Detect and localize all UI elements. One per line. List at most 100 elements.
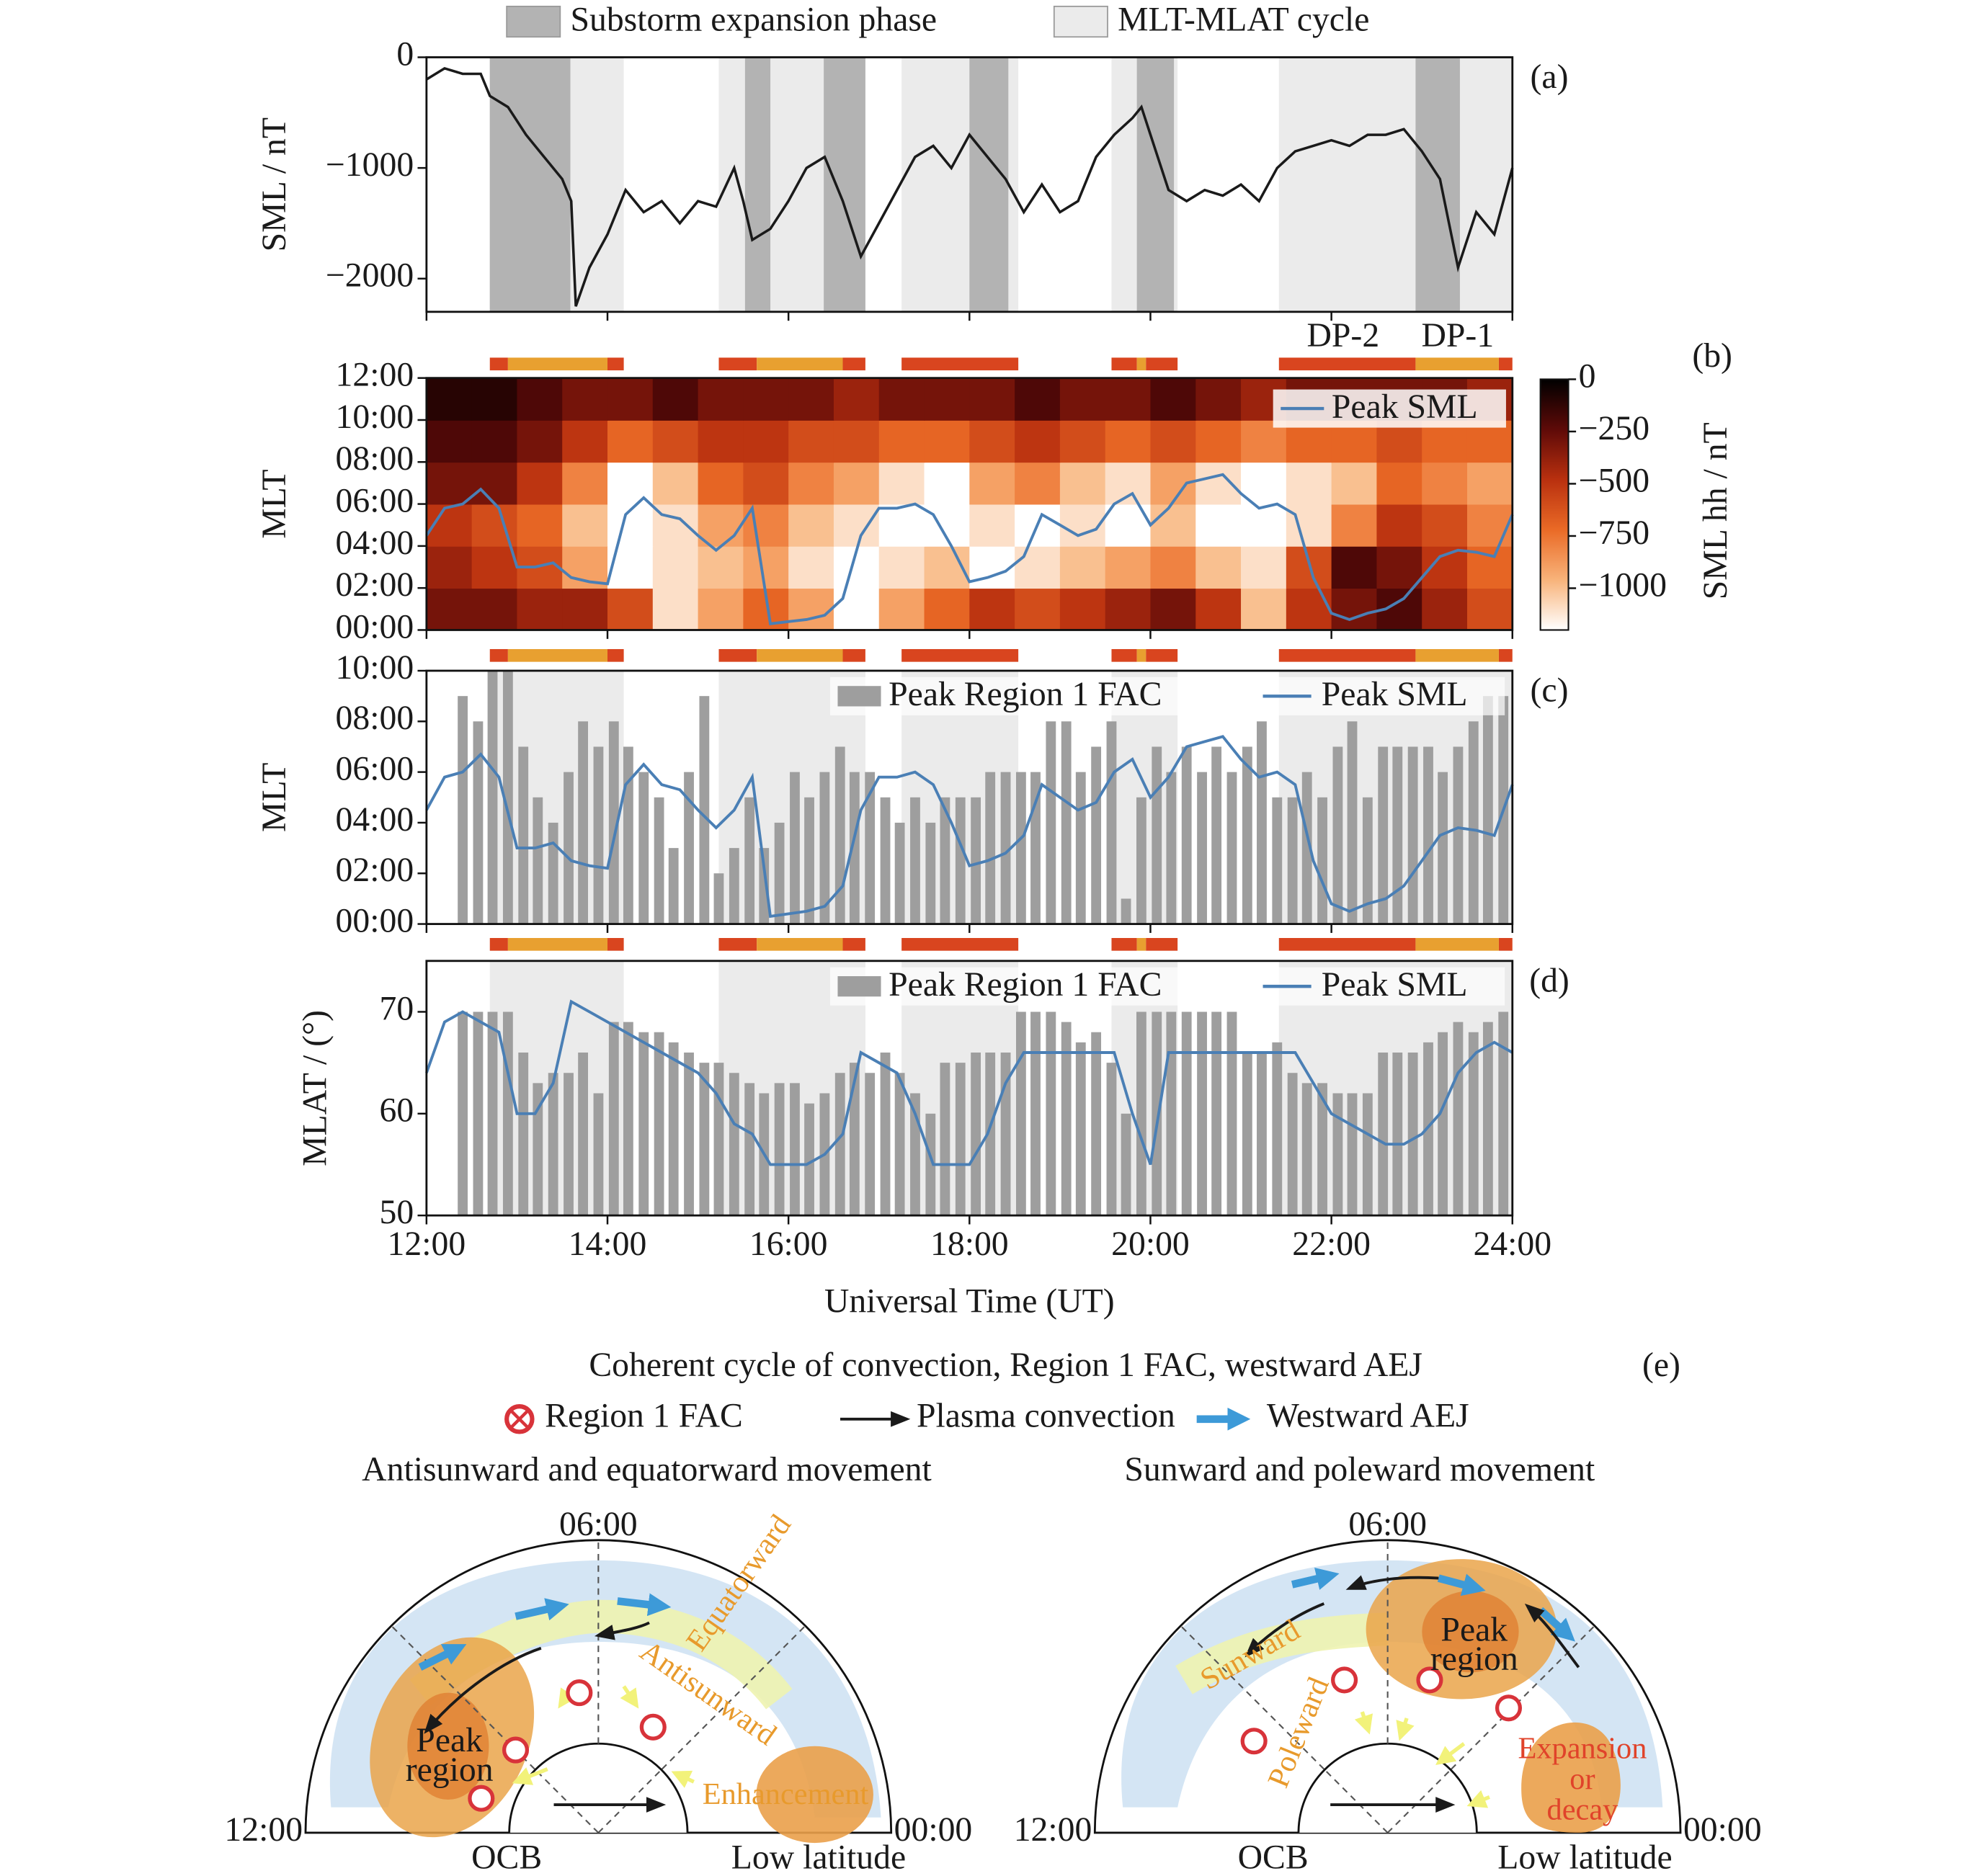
colorbar-tick-label: −500 xyxy=(1579,462,1649,499)
panel-label: (b) xyxy=(1692,337,1732,375)
shade xyxy=(744,57,771,312)
bar xyxy=(1046,1011,1056,1216)
bar xyxy=(1075,1042,1086,1216)
bar xyxy=(668,848,679,924)
legend-box xyxy=(829,967,1505,1006)
dp-bar xyxy=(1498,648,1513,662)
dp-bar xyxy=(901,648,1019,662)
bar xyxy=(1197,772,1207,924)
heat-cell xyxy=(698,378,744,421)
y-tick-label: 10:00 xyxy=(336,398,414,436)
heat-cell xyxy=(1241,462,1287,505)
heat-cell xyxy=(833,588,880,631)
heat-cell xyxy=(1059,545,1106,589)
bar xyxy=(1453,1022,1464,1216)
heat-cell xyxy=(1059,462,1106,505)
x-axis-title: Universal Time (UT) xyxy=(824,1283,1115,1321)
heat-cell xyxy=(1105,588,1152,631)
bar xyxy=(1347,721,1358,924)
panel-label: (d) xyxy=(1529,962,1569,1000)
heat-cell xyxy=(1150,419,1197,463)
bar xyxy=(880,797,891,924)
bar xyxy=(487,1011,498,1216)
bar xyxy=(1301,1083,1312,1216)
dp-bar xyxy=(507,648,608,662)
dp-bar xyxy=(1498,938,1513,951)
heat-cell xyxy=(1422,504,1468,547)
bar xyxy=(1498,1011,1509,1216)
bar xyxy=(1166,1011,1177,1216)
diagram: Coherent cycle of convection, Region 1 F… xyxy=(224,1346,1761,1876)
heat-cell xyxy=(833,504,880,547)
bar xyxy=(849,772,860,924)
heat-cell xyxy=(833,462,880,505)
heat-cell xyxy=(1105,419,1152,463)
bar xyxy=(1152,746,1162,924)
bar xyxy=(1106,1063,1117,1216)
dp-bar xyxy=(757,648,843,662)
dial-label: OCB xyxy=(1238,1839,1309,1876)
charts: 0 −1000 −2000 SML / nT (a) Substorm expansion… xyxy=(256,1,1735,1321)
bar xyxy=(502,1011,513,1216)
bar xyxy=(729,848,739,924)
colorbar-tick-label: −250 xyxy=(1579,410,1649,447)
heat-cell xyxy=(698,545,744,589)
heat-cell xyxy=(1466,462,1513,505)
bar xyxy=(638,1032,649,1216)
bar xyxy=(865,772,876,924)
y-axis-title: MLAT / (°) xyxy=(297,1010,334,1166)
bar xyxy=(1121,898,1131,924)
bar xyxy=(971,797,981,924)
heat-cell xyxy=(426,588,473,631)
panel-label: (c) xyxy=(1531,672,1569,710)
bar xyxy=(744,1083,755,1216)
heat-cell xyxy=(1015,378,1061,421)
bar xyxy=(1407,746,1418,924)
note: or xyxy=(1569,1762,1595,1796)
bar xyxy=(1332,1093,1343,1216)
heat-cell xyxy=(1195,462,1242,505)
bar xyxy=(955,1063,966,1216)
bar xyxy=(1272,797,1283,924)
bar xyxy=(1438,1032,1448,1216)
heat-cell xyxy=(652,545,699,589)
dial-label: 12:00 xyxy=(1014,1811,1092,1849)
bar xyxy=(1407,1052,1418,1216)
bar xyxy=(638,772,649,924)
bar xyxy=(1347,1093,1358,1216)
heat-cell xyxy=(471,504,518,547)
heat-cell xyxy=(924,378,971,421)
y-tick-label: 08:00 xyxy=(336,700,414,737)
shade xyxy=(1278,57,1513,312)
heat-cell xyxy=(517,588,564,631)
legend-label: Substorm expansion phase xyxy=(570,1,937,39)
bar xyxy=(593,746,604,924)
heat-cell xyxy=(1331,545,1378,589)
bar xyxy=(925,822,936,924)
x-tick-label: 20:00 xyxy=(1111,1225,1190,1263)
dp-bar xyxy=(1136,357,1146,371)
bar xyxy=(1378,746,1389,924)
dp-bar xyxy=(718,938,757,951)
x-tick-label: 24:00 xyxy=(1473,1225,1551,1263)
bar xyxy=(1075,772,1086,924)
heat-cell xyxy=(562,588,608,631)
bar xyxy=(1046,721,1056,924)
heat-cell xyxy=(652,419,699,463)
y-tick-label: 02:00 xyxy=(336,566,414,604)
bar xyxy=(790,772,800,924)
bar xyxy=(834,746,845,924)
colorbar-tick-label: −1000 xyxy=(1579,566,1667,604)
x-tick-label: 16:00 xyxy=(749,1225,828,1263)
heat-cell xyxy=(1466,588,1513,631)
heat-cell xyxy=(1331,588,1378,631)
dp-bar xyxy=(842,357,865,371)
bar xyxy=(713,873,724,924)
heat-cell xyxy=(1331,462,1378,505)
y-tick-label: 08:00 xyxy=(336,440,414,478)
bar xyxy=(1362,1093,1373,1216)
heat-cell xyxy=(1195,419,1242,463)
line xyxy=(425,999,1513,1166)
peak-label: region xyxy=(1430,1640,1518,1678)
dp-bar xyxy=(607,938,624,951)
